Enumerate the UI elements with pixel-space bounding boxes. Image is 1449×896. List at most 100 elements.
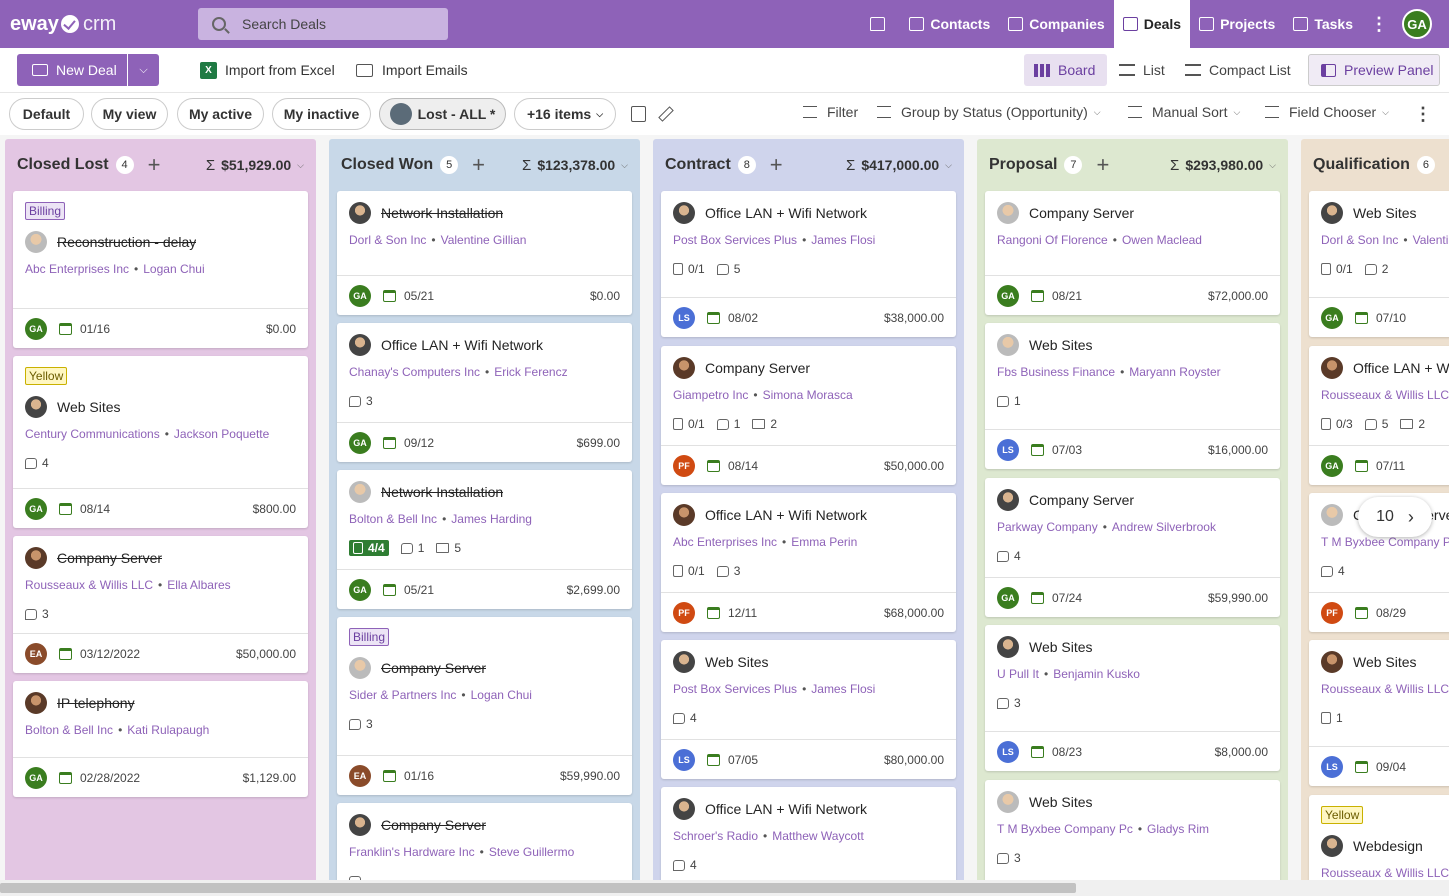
deal-card[interactable]: Company Server Parkway Company • Andrew Sil…	[985, 478, 1280, 617]
deal-card[interactable]: Company Server Franklin's Hardware Inc • St…	[337, 803, 632, 880]
board-view-button[interactable]: Board	[1024, 54, 1107, 86]
view-my-active[interactable]: My active	[177, 98, 264, 130]
contact-link[interactable]: Gladys Rim	[1147, 822, 1210, 836]
owner-avatar[interactable]: GA	[25, 497, 47, 520]
more-options-icon[interactable]: ⋮	[1414, 104, 1432, 124]
nav-companies[interactable]: Companies	[999, 0, 1113, 48]
deal-name[interactable]: Office LAN + Wifi Network	[705, 507, 867, 523]
add-deal-icon[interactable]: +	[769, 152, 783, 177]
company-link[interactable]: Century Communications	[25, 427, 160, 441]
contact-link[interactable]: Simona Morasca	[762, 388, 853, 402]
column-sum[interactable]: Σ $123,378.00 ⌵	[522, 157, 628, 174]
contact-link[interactable]: Maryann Royster	[1129, 365, 1221, 379]
deal-card[interactable]: Yellow Web Sites Century Communications • Ja…	[13, 356, 308, 528]
scrollbar-thumb[interactable]	[0, 883, 1076, 893]
deal-card[interactable]: Office LAN + Wifi Network Rousseaux & Wil…	[1309, 346, 1449, 485]
field-chooser-button[interactable]: Field Chooser ⌵	[1265, 104, 1389, 120]
contact-link[interactable]: Erick Ferencz	[494, 365, 568, 379]
view-default[interactable]: Default	[9, 98, 84, 130]
deal-name[interactable]: Company Server	[57, 550, 163, 566]
contact-link[interactable]: Jackson Poquette	[173, 427, 270, 441]
edit-icon[interactable]	[658, 106, 674, 122]
company-link[interactable]: Dorl & Son Inc	[1321, 233, 1399, 247]
company-link[interactable]: Sider & Partners Inc	[349, 688, 457, 702]
horizontal-scrollbar[interactable]	[0, 880, 1449, 896]
more-views-button[interactable]: +16 items ⌵	[514, 98, 616, 130]
owner-avatar[interactable]: GA	[349, 431, 371, 454]
company-link[interactable]: Franklin's Hardware Inc	[349, 845, 475, 859]
add-deal-icon[interactable]: +	[1096, 152, 1110, 177]
contact-link[interactable]: James Flosi	[811, 233, 876, 247]
deal-name[interactable]: Web Sites	[1029, 794, 1093, 810]
deal-name[interactable]: Web Sites	[1029, 337, 1093, 353]
compact-list-button[interactable]: Compact List	[1175, 54, 1301, 86]
owner-avatar[interactable]: GA	[349, 284, 371, 307]
owner-avatar[interactable]: GA	[997, 586, 1019, 609]
contact-link[interactable]: Steve Guillermo	[488, 845, 575, 859]
column-sum[interactable]: Σ $293,980.00 ⌵	[1170, 157, 1276, 174]
deal-card[interactable]: Network Installation Dorl & Son Inc • Valen…	[337, 191, 632, 315]
owner-avatar[interactable]: EA	[25, 642, 47, 665]
deal-card[interactable]: Web Sites Post Box Services Plus • James Fl…	[661, 640, 956, 779]
filter-button[interactable]: Filter	[803, 104, 858, 120]
owner-avatar[interactable]: LS	[673, 306, 695, 329]
import-excel-button[interactable]: X Import from Excel	[200, 54, 335, 86]
owner-avatar[interactable]: GA	[997, 284, 1019, 307]
owner-avatar[interactable]: LS	[997, 438, 1019, 461]
nav-home[interactable]	[861, 0, 900, 48]
deal-card[interactable]: IP telephony Bolton & Bell Inc • Kati Rulap…	[13, 681, 308, 797]
save-view-icon[interactable]	[631, 106, 646, 122]
deal-name[interactable]: Web Sites	[1353, 654, 1417, 670]
deal-card[interactable]: Web Sites Dorl & Son Inc • Valentine Gillia…	[1309, 191, 1449, 337]
group-by-button[interactable]: Group by Status (Opportunity) ⌵	[877, 104, 1101, 120]
company-link[interactable]: Parkway Company	[997, 520, 1098, 534]
deal-card[interactable]: Billing Company Server Sider & Partners In…	[337, 617, 632, 795]
deal-card[interactable]: Web Sites Fbs Business Finance • Maryann Ro…	[985, 323, 1280, 469]
list-view-button[interactable]: List	[1109, 54, 1175, 86]
owner-avatar[interactable]: LS	[997, 740, 1019, 763]
contact-link[interactable]: Andrew Silverbrook	[1111, 520, 1216, 534]
deal-name[interactable]: Company Server	[381, 817, 487, 833]
owner-avatar[interactable]: LS	[673, 748, 695, 771]
deal-name[interactable]: Reconstruction - delay	[57, 234, 197, 250]
import-emails-button[interactable]: Import Emails	[356, 54, 468, 86]
company-link[interactable]: U Pull It	[997, 667, 1040, 681]
owner-avatar[interactable]: PF	[673, 454, 695, 477]
view-lost-all[interactable]: Lost - ALL *	[379, 98, 506, 130]
contact-link[interactable]: Benjamin Kusko	[1053, 667, 1140, 681]
company-link[interactable]: Rangoni Of Florence	[997, 233, 1108, 247]
add-deal-icon[interactable]: +	[147, 152, 161, 177]
company-link[interactable]: Schroer's Radio	[673, 829, 758, 843]
preview-panel-button[interactable]: Preview Panel	[1308, 54, 1440, 86]
company-link[interactable]: Rousseaux & Willis LLC	[25, 578, 154, 592]
contact-link[interactable]: James Harding	[451, 512, 532, 526]
deal-name[interactable]: Office LAN + Wifi Network	[1353, 360, 1449, 376]
company-link[interactable]: T M Byxbee Company Pc	[1321, 535, 1449, 549]
deal-card[interactable]: Company Server Rousseaux & Willis LLC • Ell…	[13, 536, 308, 673]
deal-name[interactable]: Network Installation	[381, 484, 504, 500]
search-input[interactable]: Search Deals	[198, 8, 448, 40]
deal-card[interactable]: Web Sites Rousseaux & Willis LLC 1 LS 09/04	[1309, 640, 1449, 786]
company-link[interactable]: Post Box Services Plus	[673, 233, 798, 247]
company-link[interactable]: Abc Enterprises Inc	[25, 262, 130, 276]
company-link[interactable]: Fbs Business Finance	[997, 365, 1116, 379]
contact-link[interactable]: Matthew Waycott	[772, 829, 864, 843]
user-avatar[interactable]: GA	[1402, 9, 1432, 39]
column-sum[interactable]: Σ $51,929.00 ⌵	[206, 157, 304, 174]
deal-card[interactable]: Office LAN + Wifi Network Schroer's Radio…	[661, 787, 956, 880]
deal-name[interactable]: Office LAN + Wifi Network	[381, 337, 543, 353]
deal-name[interactable]: Company Server	[1029, 205, 1135, 221]
company-link[interactable]: Rousseaux & Willis LLC	[1321, 866, 1449, 880]
deal-name[interactable]: Network Installation	[381, 205, 504, 221]
company-link[interactable]: Rousseaux & Willis LLC	[1321, 682, 1449, 696]
deal-name[interactable]: Office LAN + Wifi Network	[705, 205, 867, 221]
deal-card[interactable]: Office LAN + Wifi Network Post Box Servic…	[661, 191, 956, 337]
deal-name[interactable]: Web Sites	[1353, 205, 1417, 221]
deal-card[interactable]: Web Sites T M Byxbee Company Pc • Gladys Ri…	[985, 780, 1280, 880]
deal-name[interactable]: Web Sites	[705, 654, 769, 670]
contact-link[interactable]: James Flosi	[811, 682, 876, 696]
contact-link[interactable]: Valentine Gillian	[1412, 233, 1449, 247]
view-my-view[interactable]: My view	[91, 98, 168, 130]
contact-link[interactable]: Emma Perin	[791, 535, 858, 549]
deal-card[interactable]: Office LAN + Wifi Network Chanay's Comput…	[337, 323, 632, 462]
